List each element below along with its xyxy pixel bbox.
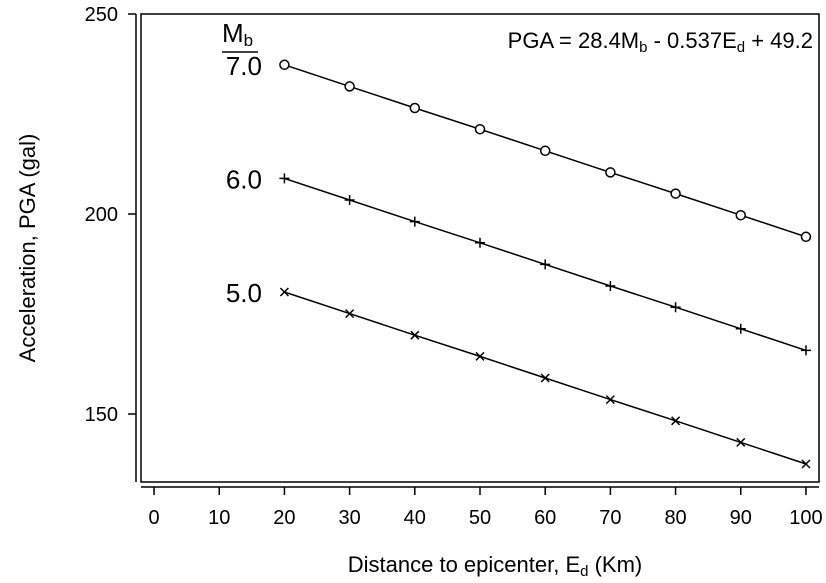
- data-point: [345, 309, 355, 319]
- x-tick-label: 50: [469, 507, 491, 529]
- series-label: 7.0: [226, 51, 262, 81]
- x-tick-label: 90: [730, 507, 752, 529]
- y-tick-label: 150: [85, 404, 118, 426]
- data-point: [409, 102, 421, 114]
- series-label: 6.0: [226, 164, 262, 194]
- x-tick-label: 0: [148, 507, 159, 529]
- series-6.0: 6.0: [226, 164, 811, 356]
- x-tick-label: 70: [599, 507, 621, 529]
- x-tick-label: 20: [273, 507, 295, 529]
- x-ticks: 0 10 20 30 40 50 60 70 80 90 100: [148, 487, 823, 529]
- data-point: [735, 323, 746, 334]
- series-layer: 7.0 6.0 5.0: [226, 51, 812, 469]
- x-tick-label: 40: [404, 507, 426, 529]
- y-tick-label: 200: [85, 204, 118, 226]
- plot-frame: [140, 13, 820, 483]
- y-tick-label: 250: [85, 4, 118, 26]
- series-7.0: 7.0: [226, 51, 812, 243]
- data-point: [736, 437, 746, 447]
- data-point: [605, 395, 615, 405]
- y-ticks: 150 200 250: [85, 4, 136, 426]
- data-point: [409, 216, 420, 227]
- data-point: [279, 173, 290, 184]
- equation: PGA = 28.4Mb - 0.537Ed + 49.2: [508, 28, 813, 56]
- data-point: [735, 209, 747, 221]
- series-5.0: 5.0: [226, 278, 811, 469]
- data-point: [800, 345, 811, 356]
- data-point: [344, 81, 355, 92]
- x-tick-label: 60: [534, 507, 556, 529]
- data-point: [670, 188, 681, 199]
- data-point: [279, 59, 290, 71]
- data-point: [540, 259, 551, 270]
- data-point: [801, 459, 811, 469]
- x-tick-label: 30: [338, 507, 360, 529]
- data-point: [410, 330, 420, 340]
- data-point: [800, 231, 812, 243]
- data-point: [605, 281, 616, 291]
- data-point: [670, 302, 681, 313]
- data-point: [671, 416, 681, 426]
- data-point: [474, 123, 486, 135]
- x-tick-label: 100: [789, 507, 822, 529]
- data-point: [344, 195, 355, 205]
- data-point: [540, 373, 550, 383]
- x-axis-title: Distance to epicenter, Ed (Km): [348, 552, 642, 580]
- data-point: [605, 167, 616, 178]
- data-point: [475, 237, 485, 248]
- x-tick-label: 10: [208, 507, 230, 529]
- data-point: [475, 351, 485, 361]
- series-label: 5.0: [226, 278, 262, 308]
- data-point: [279, 287, 289, 297]
- x-tick-label: 80: [664, 507, 686, 529]
- y-axis-title: Acceleration, PGA (gal): [15, 134, 40, 363]
- data-point: [539, 145, 551, 157]
- legend-header: Mb: [222, 18, 253, 50]
